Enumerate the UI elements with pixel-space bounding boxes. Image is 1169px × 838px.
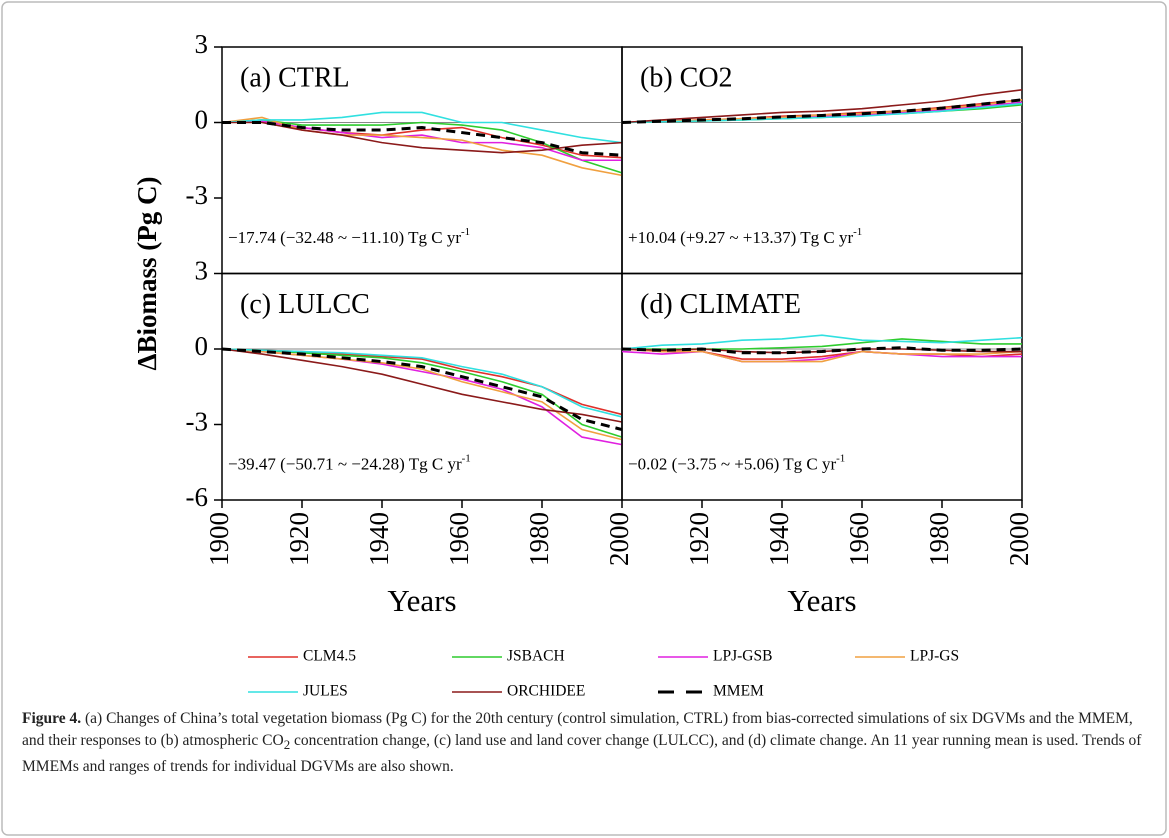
series-line	[221, 348, 623, 416]
legend-label: CLM4.5	[303, 648, 356, 665]
trend-annotation: −17.74 (−32.48 ~ −11.10) Tg C yr-1	[228, 226, 470, 247]
x-tick-label: 1980	[524, 512, 554, 566]
caption-text: concentration change, (c) land use and l…	[22, 732, 1142, 776]
series-line	[221, 348, 623, 418]
series-line	[621, 334, 1023, 350]
y-tick-label: 0	[195, 331, 209, 361]
x-tick-label: 1980	[924, 512, 954, 566]
x-axis-label: Years	[387, 583, 456, 618]
y-tick-label: 0	[195, 105, 209, 135]
legend-label: MMEM	[713, 683, 764, 700]
y-tick-label: -3	[186, 407, 209, 437]
annotation-sup: -1	[836, 452, 845, 464]
trend-annotation: +10.04 (+9.27 ~ +13.37) Tg C yr-1	[628, 226, 862, 247]
y-tick-label: -3	[186, 180, 209, 210]
series-line	[221, 348, 623, 438]
x-tick-label: 1920	[684, 512, 714, 566]
caption-text: (a) Changes of China’s total vegetation …	[22, 710, 1133, 749]
series-line	[221, 348, 623, 423]
caption: Figure 4. (a) Changes of China’s total v…	[22, 708, 1142, 778]
series-line	[621, 98, 1023, 124]
x-tick-label: 1940	[364, 512, 394, 566]
x-tick-label: 2000	[604, 512, 634, 566]
series-line	[621, 348, 1023, 363]
series-line	[621, 88, 1023, 124]
series-line	[222, 121, 623, 157]
legend-label: LPJ-GS	[910, 648, 959, 665]
x-tick-label: 1960	[844, 512, 874, 566]
x-tick-label: 1940	[764, 512, 794, 566]
annotation-sup: -1	[461, 226, 470, 238]
panel-title: (b) CO2	[640, 62, 733, 93]
series-line	[221, 347, 623, 431]
annotation-text: −0.02 (−3.75 ~ +5.06) Tg C yr	[628, 454, 836, 473]
series-line	[221, 111, 623, 144]
panel-frame	[621, 272, 1023, 501]
legend-label: JSBACH	[507, 648, 565, 665]
x-tick-label: 1920	[284, 512, 314, 566]
y-tick-label: 3	[195, 256, 209, 286]
x-tick-label: 1900	[204, 512, 234, 566]
series-line	[621, 350, 1022, 363]
x-tick-label: 2000	[1004, 512, 1034, 566]
annotation-text: −17.74 (−32.48 ~ −11.10) Tg C yr	[228, 228, 461, 247]
trend-annotation: −0.02 (−3.75 ~ +5.06) Tg C yr-1	[628, 452, 845, 473]
x-tick-label: 1960	[444, 512, 474, 566]
annotation-sup: -1	[853, 226, 862, 238]
trend-annotation: −39.47 (−50.71 ~ −24.28) Tg C yr-1	[228, 452, 471, 473]
legend-label: JULES	[303, 683, 348, 700]
legend-label: LPJ-GSB	[713, 648, 772, 665]
panel-title: (c) LULCC	[240, 289, 370, 320]
caption-label: Figure 4.	[22, 710, 82, 727]
panel-title: (d) CLIMATE	[640, 289, 801, 320]
y-tick-label: -6	[186, 482, 209, 512]
series-line	[222, 121, 623, 154]
annotation-sup: -1	[462, 452, 471, 464]
y-axis-label: ΔBiomass (Pg C)	[132, 177, 162, 371]
annotation-text: −39.47 (−50.71 ~ −24.28) Tg C yr	[228, 454, 462, 473]
x-axis-label: Years	[787, 583, 856, 618]
annotation-text: +10.04 (+9.27 ~ +13.37) Tg C yr	[628, 228, 853, 247]
legend-label: ORCHIDEE	[507, 683, 585, 700]
caption-sub: 2	[283, 737, 291, 753]
panel-title: (a) CTRL	[240, 62, 350, 93]
series-line	[621, 346, 1023, 355]
y-tick-label: 3	[195, 29, 209, 59]
